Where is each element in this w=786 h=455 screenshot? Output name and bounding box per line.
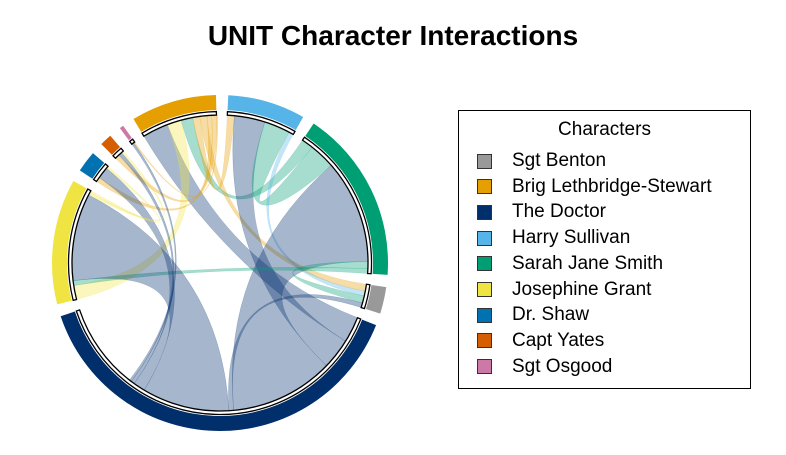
legend-swatch (477, 333, 492, 349)
legend-item-sarah-jane-smith: Sarah Jane Smith (477, 252, 663, 276)
legend: Characters Sgt Benton Brig Lethbridge-Ste… (458, 110, 751, 389)
legend-swatch (477, 282, 492, 297)
legend-label: Brig Lethbridge-Stewart (512, 175, 712, 197)
legend-item-sgt-osgood: Sgt Osgood (477, 355, 612, 379)
legend-label: The Doctor (512, 201, 606, 223)
legend-item-dr-shaw: Dr. Shaw (477, 303, 589, 327)
legend-item-the-doctor: The Doctor (477, 200, 606, 224)
arc-the-doctor (60, 311, 377, 431)
arc-sarah-jane-smith (305, 123, 388, 275)
legend-label: Dr. Shaw (512, 304, 590, 326)
legend-label: Harry Sullivan (512, 227, 631, 249)
track-harry-sullivan (226, 111, 296, 136)
legend-swatch (477, 307, 492, 323)
arc-sgt-benton (365, 284, 387, 314)
track-dr-shaw (92, 163, 109, 183)
track-sgt-osgood (128, 138, 136, 146)
legend-item-brig-lethbridge-stewart: Brig Lethbridge-Stewart (477, 175, 712, 199)
legend-swatch (477, 359, 492, 375)
legend-label: Sgt Osgood (512, 355, 613, 377)
arc-harry-sullivan (227, 95, 304, 131)
arc-layer (51, 95, 388, 431)
track-capt-yates (112, 147, 125, 160)
legend-item-capt-yates: Capt Yates (477, 329, 604, 353)
legend-label: Sgt Benton (512, 150, 607, 171)
arc-brig-lethbridge-stewart (133, 95, 217, 132)
legend-title: Characters (558, 119, 651, 140)
legend-swatch (477, 179, 492, 195)
arc-josephine-grant (51, 180, 87, 305)
ribbon-layer (71, 114, 369, 412)
arc-capt-yates (101, 135, 121, 155)
legend-swatch (477, 204, 492, 220)
legend-swatch (477, 230, 492, 246)
legend-label: Capt Yates (512, 329, 605, 351)
legend-item-josephine-grant: Josephine Grant (477, 278, 651, 302)
legend-label: Sarah Jane Smith (512, 252, 664, 274)
track-brig-lethbridge-stewart (141, 110, 218, 138)
legend-swatch (477, 153, 492, 169)
track-sgt-benton (360, 283, 371, 310)
legend-label: Josephine Grant (512, 278, 652, 300)
track-josephine-grant (67, 188, 92, 302)
arc-dr-shaw (79, 153, 105, 179)
chart-title: UNIT Character Interactions (207, 20, 579, 51)
track-sarah-jane-smith (301, 136, 373, 275)
legend-item-sgt-benton: Sgt Benton (477, 149, 606, 173)
legend-item-harry-sullivan: Harry Sullivan (477, 226, 630, 250)
legend-swatch (477, 256, 492, 272)
arc-sgt-osgood (119, 125, 132, 141)
track-the-doctor (75, 309, 362, 416)
